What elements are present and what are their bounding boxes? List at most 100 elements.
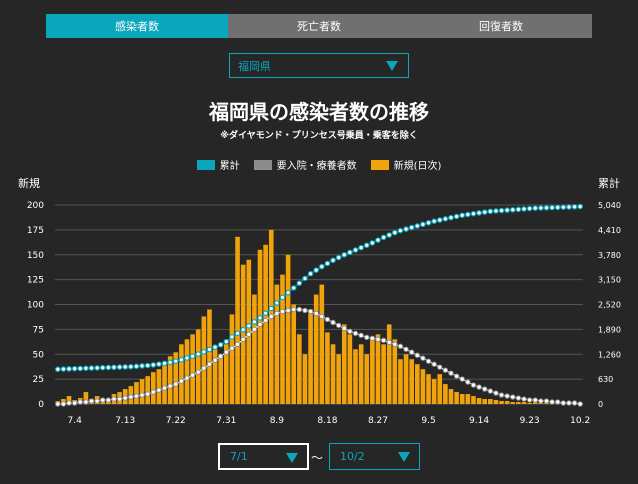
point-cumulative xyxy=(60,366,67,372)
bar-new-cases xyxy=(454,392,459,404)
bar-new-cases xyxy=(134,382,139,404)
range-start-value: 7/1 xyxy=(230,450,248,463)
point-cumulative xyxy=(465,211,471,218)
point-cumulative xyxy=(560,204,567,210)
point-hospitalized xyxy=(201,365,207,371)
bar-new-cases xyxy=(488,399,493,404)
point-cumulative xyxy=(386,232,393,238)
point-cumulative xyxy=(240,326,246,333)
point-hospitalized xyxy=(380,337,387,344)
bar-new-cases xyxy=(313,294,319,404)
bar-new-cases xyxy=(190,334,195,404)
point-cumulative xyxy=(369,240,376,246)
point-hospitalized xyxy=(375,336,381,343)
bar-new-cases xyxy=(212,349,218,404)
point-hospitalized xyxy=(330,319,336,326)
point-cumulative xyxy=(156,361,162,367)
y-tick-label-right: 0 xyxy=(598,400,603,409)
legend-item-new[interactable]: 新規(日次) xyxy=(370,157,442,172)
point-hospitalized xyxy=(262,317,269,324)
legend-swatch-hospitalized xyxy=(253,159,272,170)
bar-new-cases xyxy=(398,359,403,404)
point-hospitalized xyxy=(240,336,246,343)
point-cumulative xyxy=(262,310,269,316)
point-cumulative xyxy=(223,338,230,345)
prefecture-select[interactable]: 福岡県 xyxy=(229,53,409,78)
chevron-down-icon xyxy=(286,453,298,463)
tab-recoveries[interactable]: 回復者数 xyxy=(410,14,592,38)
point-cumulative xyxy=(554,204,561,211)
point-cumulative xyxy=(274,300,280,306)
point-cumulative xyxy=(448,214,454,221)
chart-legend: 累計 要入院・療養者数 新規(日次) xyxy=(0,157,638,172)
y-tick-label-right: 1,890 xyxy=(598,325,621,334)
point-hospitalized xyxy=(178,378,185,384)
bar-new-cases xyxy=(459,394,465,404)
point-hospitalized xyxy=(206,361,213,367)
point-cumulative xyxy=(352,247,359,253)
point-cumulative xyxy=(122,364,129,370)
point-hospitalized xyxy=(397,343,404,349)
point-hospitalized xyxy=(167,383,173,389)
point-hospitalized xyxy=(173,381,179,387)
x-tick-label: 7.4 xyxy=(67,416,82,426)
point-hospitalized xyxy=(100,397,106,403)
legend-label-new: 新規(日次) xyxy=(393,161,442,172)
point-cumulative xyxy=(313,267,319,273)
point-cumulative xyxy=(330,257,336,264)
point-hospitalized xyxy=(335,322,342,329)
point-cumulative xyxy=(487,208,494,215)
point-hospitalized xyxy=(285,307,291,314)
point-hospitalized xyxy=(195,369,201,375)
bar-new-cases xyxy=(353,349,358,404)
x-tick-label: 7.13 xyxy=(115,416,135,426)
point-hospitalized xyxy=(150,389,156,395)
point-cumulative xyxy=(403,226,409,232)
tab-deaths[interactable]: 死亡者数 xyxy=(228,14,410,38)
bar-new-cases xyxy=(386,324,392,404)
y-tick-label-right: 5,040 xyxy=(598,201,621,210)
point-hospitalized xyxy=(504,393,510,399)
x-tick-label: 8.18 xyxy=(317,416,337,426)
point-hospitalized xyxy=(448,370,454,376)
bar-new-cases xyxy=(499,401,504,404)
tab-bar: 感染者数 死亡者数 回復者数 xyxy=(46,14,592,38)
point-hospitalized xyxy=(526,397,533,403)
point-hospitalized xyxy=(319,313,325,320)
point-cumulative xyxy=(414,223,421,229)
point-cumulative xyxy=(363,242,370,249)
point-cumulative xyxy=(493,208,499,214)
bar-new-cases xyxy=(375,334,381,404)
bar-new-cases xyxy=(532,402,538,404)
point-hospitalized xyxy=(425,358,432,364)
range-start-select[interactable]: 7/1 xyxy=(218,443,309,470)
bar-new-cases xyxy=(330,344,336,404)
bar-new-cases xyxy=(392,339,398,404)
legend-item-cumulative[interactable]: 累計 xyxy=(196,157,240,172)
point-hospitalized xyxy=(347,328,353,335)
point-cumulative xyxy=(195,351,202,357)
bar-new-cases xyxy=(448,389,454,404)
point-cumulative xyxy=(189,353,196,360)
chevron-down-icon xyxy=(386,61,398,71)
legend-swatch-cumulative xyxy=(196,159,215,170)
legend-item-hospitalized[interactable]: 要入院・療養者数 xyxy=(253,157,357,172)
point-hospitalized xyxy=(296,306,303,313)
point-hospitalized xyxy=(105,397,112,403)
point-hospitalized xyxy=(555,399,561,405)
point-hospitalized xyxy=(122,395,128,401)
legend-label-hospitalized: 要入院・療養者数 xyxy=(276,161,357,172)
point-cumulative xyxy=(521,206,527,212)
chevron-down-icon xyxy=(398,452,410,462)
bar-new-cases xyxy=(179,344,184,404)
line-cumulative xyxy=(57,206,581,370)
tab-infections[interactable]: 感染者数 xyxy=(46,14,228,38)
y-tick-label-left: 150 xyxy=(27,251,44,261)
prefecture-select-value: 福岡県 xyxy=(238,59,271,73)
bar-new-cases xyxy=(325,332,330,404)
point-hospitalized xyxy=(459,376,465,382)
range-end-select[interactable]: 10/2 xyxy=(329,443,420,470)
y-tick-label-left: 200 xyxy=(27,201,44,211)
point-cumulative xyxy=(105,364,112,371)
point-cumulative xyxy=(453,213,460,220)
